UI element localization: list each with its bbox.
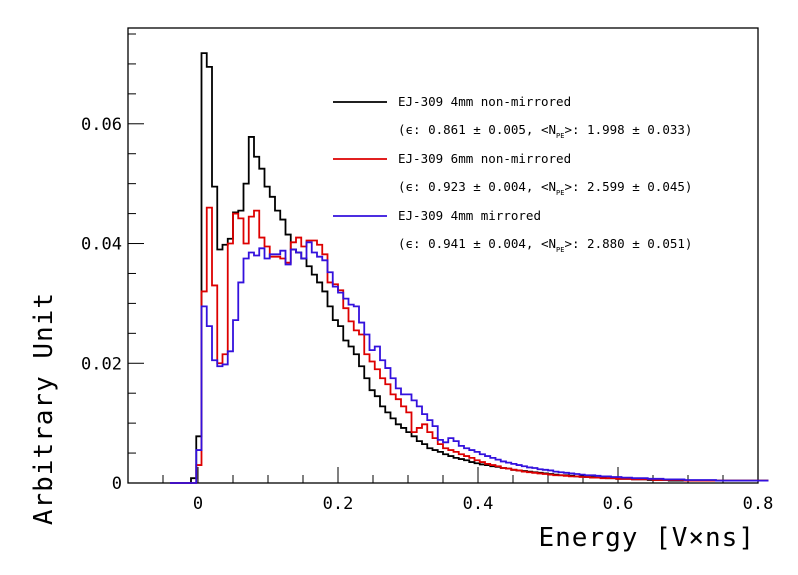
- y-tick-label: 0.02: [81, 354, 122, 374]
- x-tick-label: 0.8: [743, 494, 774, 514]
- legend-label: EJ-309 6mm non-mirrored: [398, 151, 571, 166]
- series-line-3: [170, 241, 769, 484]
- series-layer: [170, 52, 769, 484]
- y-tick-label: 0.04: [81, 235, 122, 255]
- legend: EJ-309 4mm non-mirrored (ϵ: 0.861 ± 0.005…: [333, 94, 692, 254]
- legend-label: EJ-309 4mm mirrored: [398, 208, 541, 223]
- axis-ticks: [127, 33, 759, 484]
- legend-stats: (ϵ: 0.861 ± 0.005, <NPE>: 1.998 ± 0.033): [398, 122, 692, 140]
- y-tick-label: 0: [112, 474, 122, 494]
- x-tick-label: 0.2: [323, 494, 354, 514]
- legend-stats: (ϵ: 0.941 ± 0.004, <NPE>: 2.880 ± 0.051): [398, 236, 692, 254]
- y-tick-label: 0.06: [81, 115, 122, 135]
- y-axis-title: Arbitrary Unit: [29, 292, 59, 525]
- legend-stats: (ϵ: 0.923 ± 0.004, <NPE>: 2.599 ± 0.045): [398, 179, 692, 197]
- x-tick-label: 0.4: [463, 494, 494, 514]
- tick-labels: 0 0.2 0.4 0.6 0.8 0 0.02 0.04 0.06: [81, 115, 773, 514]
- x-tick-label: 0: [193, 494, 203, 514]
- legend-label: EJ-309 4mm non-mirrored: [398, 94, 571, 109]
- x-axis-title: Energy [V×ns]: [539, 523, 756, 553]
- x-tick-label: 0.6: [603, 494, 634, 514]
- series-line-1: [170, 52, 769, 484]
